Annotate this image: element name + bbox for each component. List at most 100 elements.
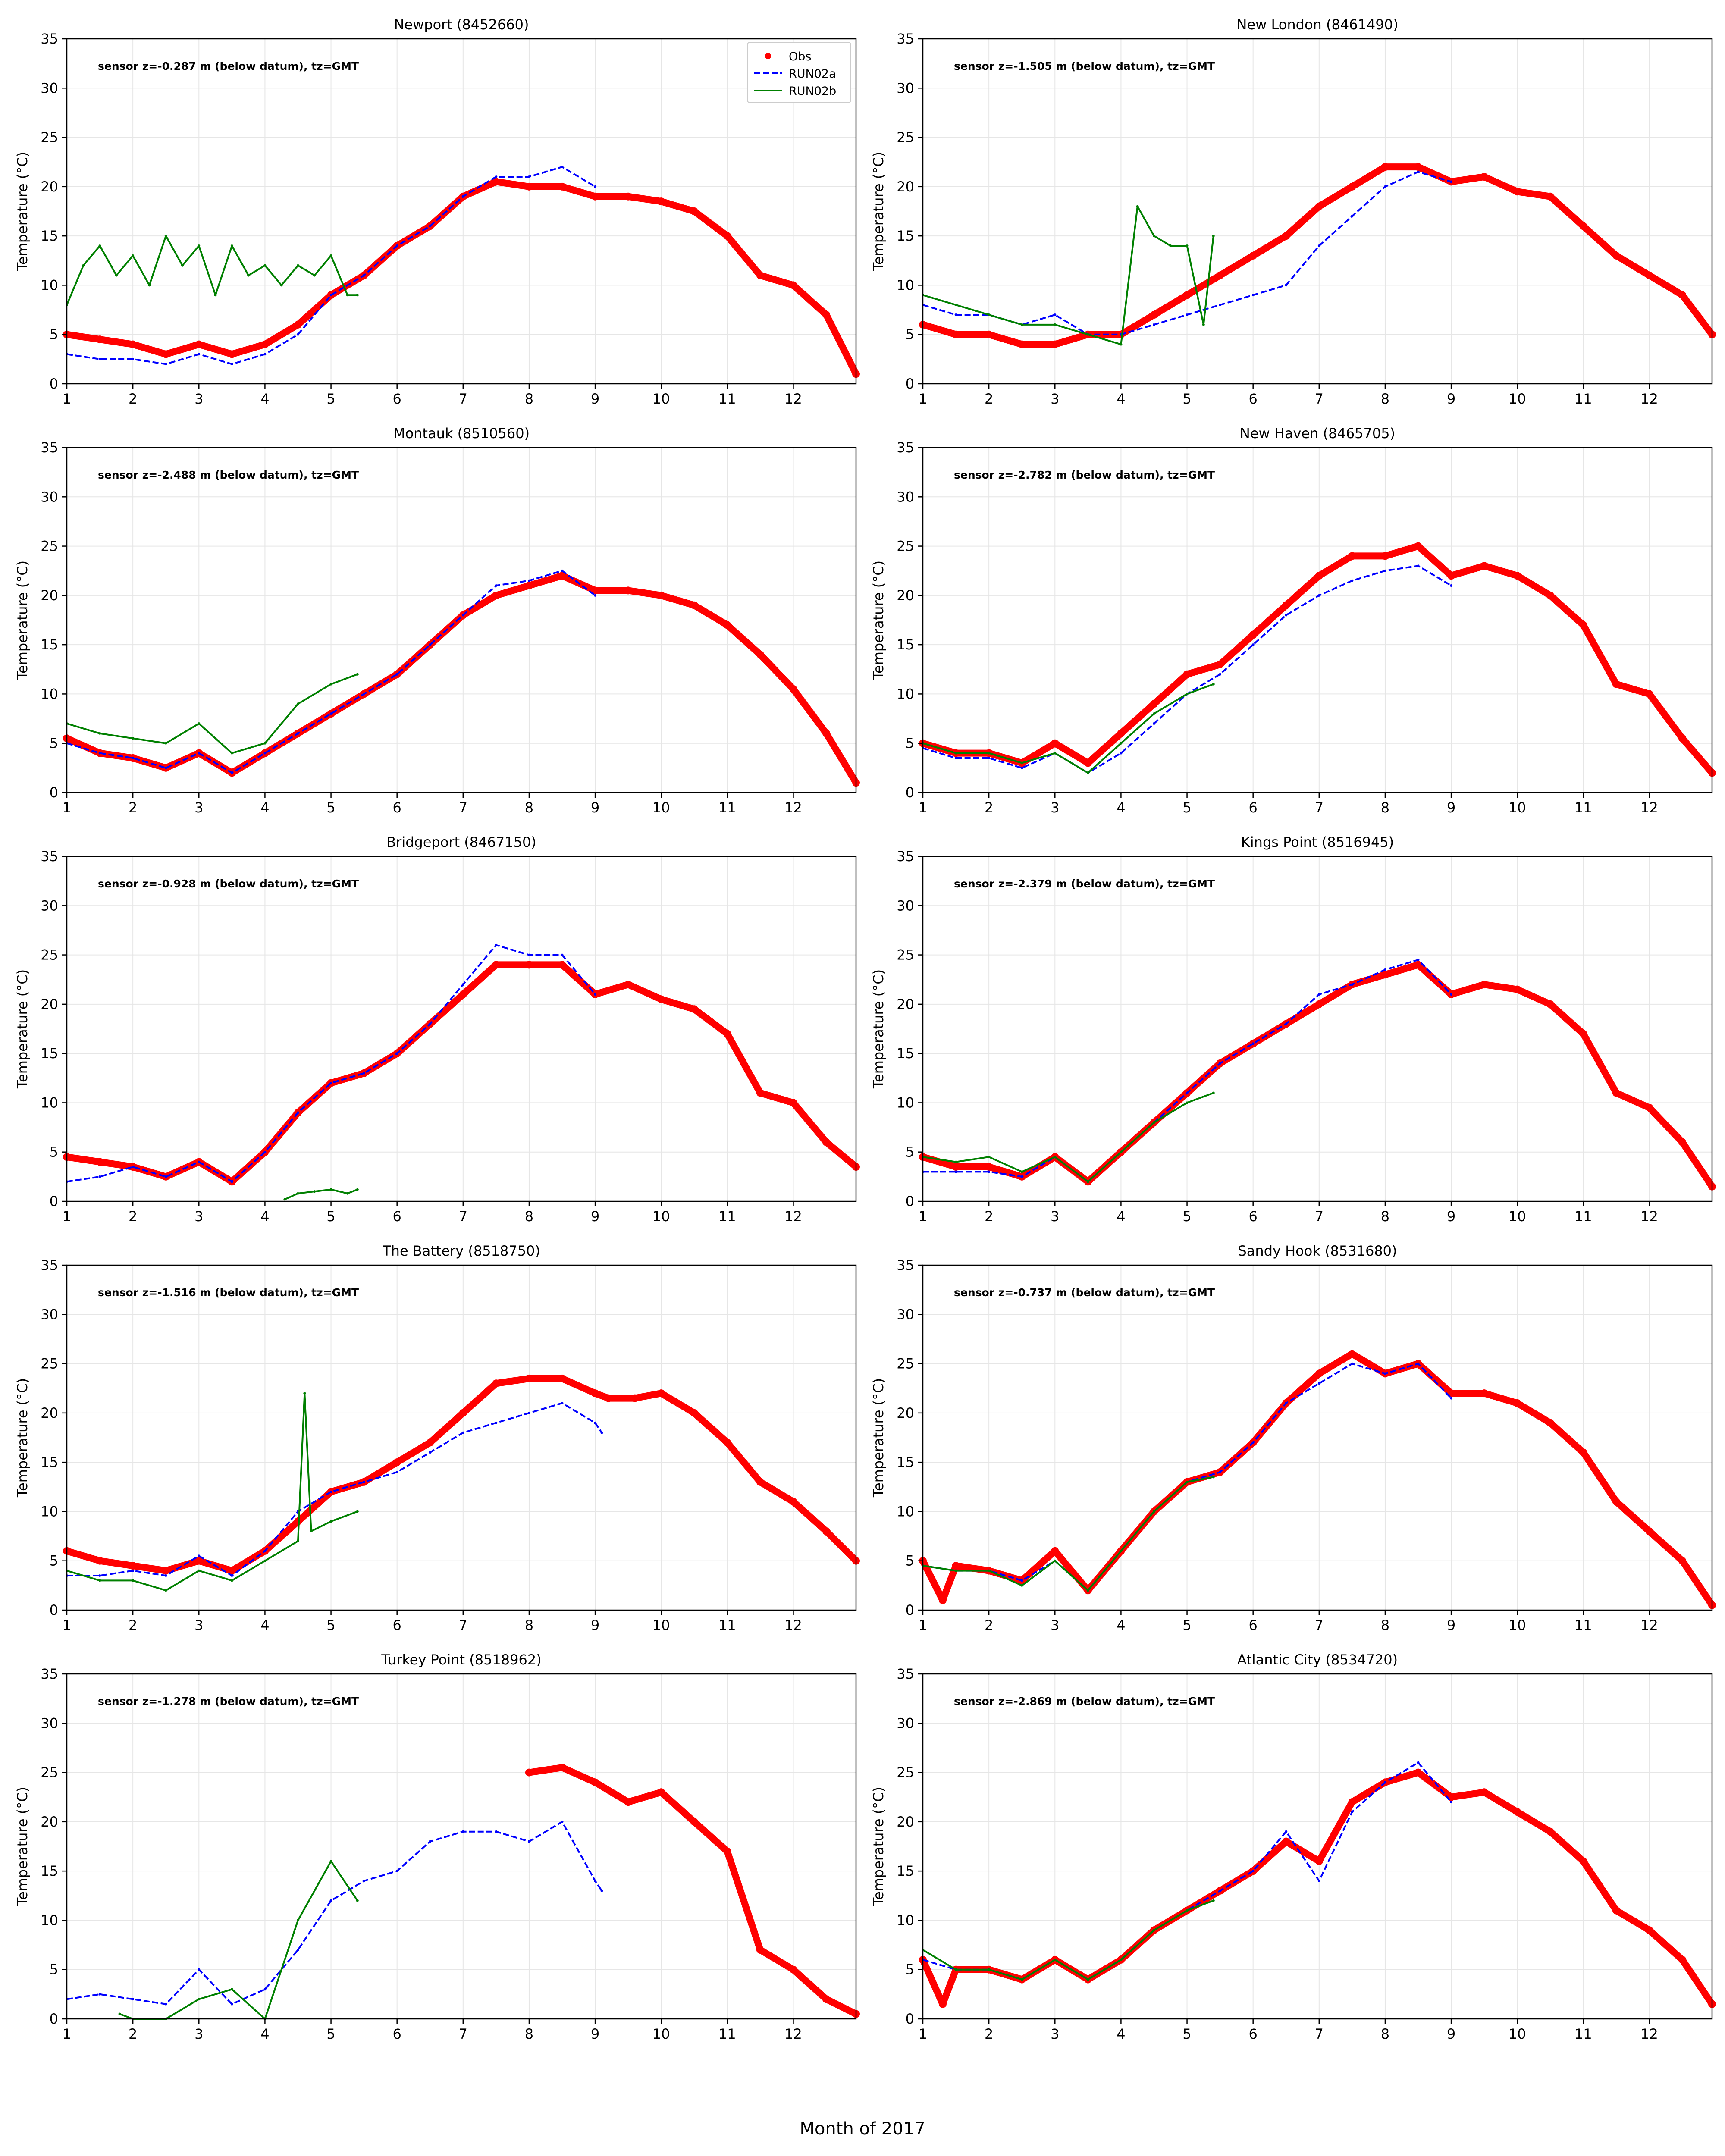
- run02b-point: [329, 683, 332, 686]
- obs-point: [525, 182, 533, 191]
- run02a-point: [988, 1170, 991, 1173]
- run02a-point: [395, 244, 398, 247]
- run02a-point: [988, 757, 991, 759]
- obs-point: [492, 591, 500, 599]
- y-tick-label: 15: [897, 1863, 914, 1879]
- y-tick-label: 20: [41, 1814, 58, 1830]
- obs-point: [1612, 680, 1620, 688]
- panel-title: Bridgeport (8467150): [386, 834, 536, 850]
- run02b-point: [1186, 1101, 1189, 1104]
- obs-point: [1183, 670, 1191, 678]
- obs-point: [1447, 572, 1455, 580]
- obs-point: [657, 1788, 665, 1796]
- run02b-point: [329, 1520, 332, 1523]
- y-tick-label: 30: [41, 897, 58, 914]
- run02b-point: [283, 1198, 286, 1201]
- run02b-point: [1120, 742, 1123, 745]
- x-tick-label: 5: [1182, 391, 1191, 407]
- obs-point: [789, 1498, 797, 1506]
- run02a-point: [1251, 643, 1255, 646]
- y-tick-label: 15: [897, 1454, 914, 1470]
- obs-point: [1183, 291, 1191, 299]
- run02a-point: [1417, 564, 1420, 567]
- run02a-point: [1219, 673, 1222, 676]
- x-tick-label: 10: [1509, 391, 1526, 407]
- run02b-point: [132, 737, 135, 740]
- run02a-point: [1417, 1362, 1420, 1365]
- obs-point: [558, 1374, 566, 1382]
- run02a-point: [296, 1949, 299, 1951]
- legend-entry: RUN02a: [754, 67, 836, 81]
- run02a-point: [198, 353, 201, 356]
- obs-point: [1645, 1926, 1653, 1934]
- x-tick-label: 12: [784, 2026, 802, 2042]
- obs-series: [525, 1764, 860, 2018]
- x-tick-label: 3: [194, 799, 203, 816]
- run02b-series-line: [922, 1476, 1214, 1592]
- obs-point: [1546, 1000, 1554, 1008]
- run02a-point: [1450, 1801, 1453, 1804]
- y-tick-label: 25: [41, 538, 58, 555]
- run02b-point: [230, 752, 233, 755]
- run02b-point: [988, 1156, 991, 1159]
- obs-point: [756, 1478, 764, 1486]
- run02a-point: [132, 357, 135, 360]
- x-tick-label: 10: [652, 799, 670, 816]
- obs-point: [1678, 1138, 1687, 1146]
- obs-point: [822, 729, 831, 737]
- x-tick-label: 9: [1447, 2026, 1455, 2042]
- obs-point: [294, 1517, 302, 1526]
- y-tick-label: 25: [41, 1356, 58, 1372]
- obs-point: [393, 1458, 401, 1467]
- x-tick-label: 7: [1315, 1208, 1324, 1225]
- run02b-point: [181, 264, 184, 267]
- run02a-point: [329, 1490, 332, 1493]
- obs-point: [1117, 729, 1125, 737]
- run02a-point: [527, 953, 530, 956]
- y-tick-label: 35: [897, 1257, 914, 1273]
- run02b-point: [247, 274, 250, 277]
- x-tick-label: 1: [919, 391, 927, 407]
- obs-point: [690, 1818, 698, 1826]
- run02b-point: [1152, 1510, 1155, 1513]
- y-tick-label: 0: [50, 784, 58, 801]
- run02b-point: [115, 274, 118, 277]
- obs-point: [1315, 572, 1323, 580]
- run02a-point: [561, 166, 564, 169]
- run02b-point: [1212, 1899, 1215, 1902]
- obs-point: [1579, 1857, 1587, 1865]
- legend: Obs RUN02a RUN02b: [747, 42, 851, 103]
- run02a-point: [329, 712, 332, 715]
- run02b-series: [66, 235, 359, 307]
- y-tick-label: 30: [41, 80, 58, 96]
- y-axis-label: Temperature (°C): [870, 969, 887, 1089]
- run02b-point: [356, 1188, 359, 1191]
- run02b-point: [988, 313, 991, 316]
- run02a-point: [429, 1451, 432, 1454]
- x-tick-label: 7: [1315, 1617, 1324, 1633]
- obs-point: [195, 340, 203, 348]
- run02b-point: [1212, 1091, 1215, 1094]
- run02a-point: [1186, 313, 1189, 316]
- y-tick-label: 5: [50, 1962, 58, 1978]
- x-tick-label: 8: [1381, 799, 1389, 816]
- run02b-point: [1186, 244, 1189, 247]
- x-tick-label: 5: [1182, 1617, 1191, 1633]
- y-tick-label: 0: [906, 1193, 914, 1210]
- x-tick-label: 4: [260, 799, 269, 816]
- x-tick-label: 1: [63, 2026, 71, 2042]
- y-tick-label: 35: [41, 1666, 58, 1682]
- x-tick-label: 3: [194, 1617, 203, 1633]
- sensor-annotation: sensor z=-1.505 m (below datum), tz=GMT: [954, 60, 1215, 72]
- run02a-point: [461, 983, 464, 986]
- run02a-point: [527, 1840, 530, 1843]
- obs-point: [591, 1389, 599, 1398]
- obs-point: [1381, 552, 1389, 560]
- y-axis-label: Temperature (°C): [870, 152, 887, 271]
- obs-point: [723, 1030, 731, 1038]
- run02b-point: [1186, 693, 1189, 696]
- x-tick-label: 8: [525, 1208, 533, 1225]
- run02a-point: [1251, 294, 1255, 297]
- x-tick-label: 2: [985, 1617, 993, 1633]
